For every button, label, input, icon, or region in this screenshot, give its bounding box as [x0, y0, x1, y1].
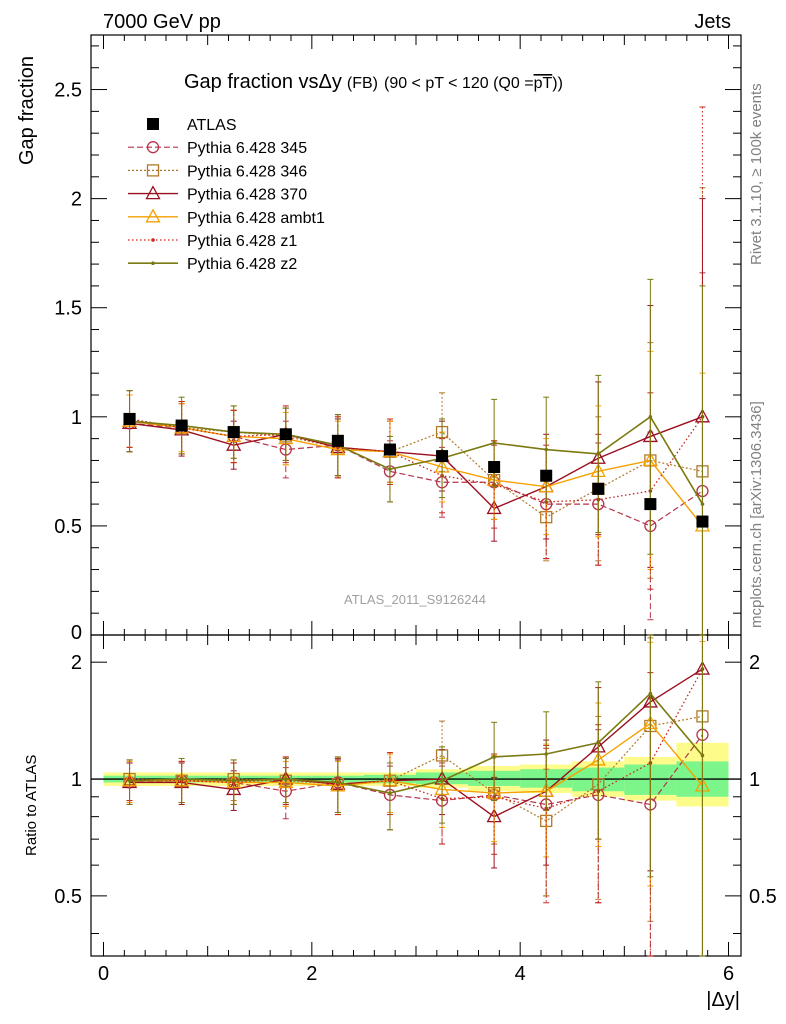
ratio-series-z2	[126, 634, 706, 957]
plot-title-main: Gap fraction vs	[184, 71, 319, 93]
series-marker	[492, 441, 496, 445]
atlas-data-point	[383, 443, 396, 456]
atlas-data-point	[488, 461, 501, 473]
legend-label: Pythia 6.428 345	[187, 140, 307, 157]
series-line	[129, 668, 703, 818]
plot-title-close: ))	[552, 75, 563, 92]
legend-marker	[151, 261, 155, 266]
ratio-y-tick-label-right: 1	[749, 769, 760, 791]
atlas-data-point	[123, 413, 136, 425]
ratio-y-tick-label-right: 0.5	[749, 886, 777, 908]
atlas-data-point	[227, 426, 240, 439]
legend-label: Pythia 6.428 z2	[187, 256, 297, 273]
series-marker	[700, 502, 705, 506]
main-series-p346	[123, 187, 709, 636]
series-marker	[700, 753, 705, 758]
y-tick-label: 1.5	[54, 298, 82, 320]
series-line	[129, 692, 704, 794]
series-marker	[440, 778, 444, 783]
series-line	[129, 415, 704, 505]
legend-entry: Pythia 6.428 z1	[128, 233, 297, 250]
legend-label: Pythia 6.428 370	[187, 187, 307, 204]
series-marker	[648, 691, 653, 696]
plot-title-pt: pT	[534, 75, 553, 92]
series-marker	[544, 752, 549, 756]
atlas-data-point	[331, 434, 344, 447]
legend-marker	[151, 238, 155, 242]
series-marker	[388, 791, 392, 795]
legend-label: Pythia 6.428 ambt1	[187, 210, 325, 227]
ratio-y-tick-label-right: 2	[749, 652, 760, 674]
y-tick-label: 1	[71, 407, 82, 429]
ratio-y-tick-label: 0.5	[54, 886, 82, 908]
legend-marker	[145, 208, 161, 223]
series-marker	[596, 452, 601, 456]
series-marker	[283, 777, 288, 781]
legend-label: Pythia 6.428 z1	[187, 233, 297, 250]
x-tick-label: 6	[723, 963, 734, 985]
series-line	[129, 715, 703, 822]
y-tick-label: 2	[71, 189, 82, 211]
series-marker	[179, 777, 184, 781]
plot-title: Gap fraction vsΔy (FB) (90 < pT < 120 (Q0 …	[184, 71, 563, 93]
ratio-y-axis-label: Ratio to ATLAS	[23, 755, 40, 856]
plot-title-range: (90 < pT < 120 (Q0 =	[384, 75, 534, 92]
series-line	[129, 722, 703, 794]
atlas-data-point	[279, 428, 292, 441]
x-tick-label: 2	[306, 963, 317, 985]
atlas-data-point	[436, 450, 449, 463]
legend-entry: Pythia 6.428 z2	[128, 256, 297, 273]
atlas-data-point	[175, 419, 188, 432]
ratio-y-tick-label: 1	[71, 769, 82, 791]
series-line	[129, 422, 703, 527]
legend: ATLAS Pythia 6.428 345 Pythia 6.428 346 Pyt…	[128, 117, 325, 273]
series-marker	[127, 778, 132, 783]
x-tick-label: 4	[515, 963, 526, 985]
ratio-uncertainty-band	[91, 742, 741, 807]
series-marker	[596, 740, 601, 745]
plot-title-delta-y: Δy	[319, 71, 342, 93]
ratio-y-tick-label: 2	[71, 652, 82, 674]
plot-title-suffix: (FB)	[347, 75, 378, 92]
atlas-data-point	[644, 498, 657, 511]
analysis-id-watermark: ATLAS_2011_S9126244	[344, 592, 486, 607]
atlas-data-layer	[123, 413, 709, 528]
series-marker	[336, 780, 340, 785]
atlas-data-point	[592, 482, 605, 495]
legend-entry: Pythia 6.428 370	[128, 185, 307, 204]
series-line	[129, 420, 704, 527]
atlas-data-point	[540, 469, 553, 482]
series-line	[129, 668, 704, 810]
series-marker	[231, 778, 236, 783]
main-series-z2	[126, 278, 706, 636]
legend-marker	[147, 118, 159, 130]
header-energy-label: 7000 GeV pp	[103, 11, 221, 33]
y-tick-label: 2.5	[54, 80, 82, 102]
legend-entry: Pythia 6.428 345	[128, 140, 307, 157]
mcplots-reference-label: mcplots.cern.ch [arXiv:1306.3436]	[748, 401, 765, 628]
series-marker	[492, 755, 496, 759]
legend-marker	[146, 164, 160, 177]
x-axis-label: |Δy|	[706, 989, 740, 1011]
y-tick-label: 0	[71, 622, 82, 644]
rivet-version-label: Rivet 3.1.10, ≥ 100k events	[748, 83, 765, 265]
x-tick-label: 0	[98, 963, 109, 985]
series-marker	[648, 415, 653, 419]
y-tick-label: 0.5	[54, 516, 82, 538]
legend-label: ATLAS	[187, 117, 237, 134]
legend-entry: Pythia 6.428 346	[128, 163, 307, 180]
legend-entry: ATLAS	[147, 117, 237, 134]
legend-entry: Pythia 6.428 ambt1	[128, 208, 325, 227]
series-marker	[388, 467, 392, 471]
legend-marker	[146, 141, 160, 154]
axis-ticks: 0 2 4 6 0.5 1 1.5 2 2.5 0 0.5 0.5 1 1 2 2	[54, 35, 777, 985]
series-marker	[544, 447, 549, 452]
atlas-data-point	[696, 515, 709, 528]
header-process-label: Jets	[694, 11, 731, 33]
series-line	[129, 416, 703, 510]
legend-label: Pythia 6.428 346	[187, 163, 307, 180]
main-y-axis-label: Gap fraction	[16, 56, 38, 165]
legend-marker	[145, 185, 161, 200]
